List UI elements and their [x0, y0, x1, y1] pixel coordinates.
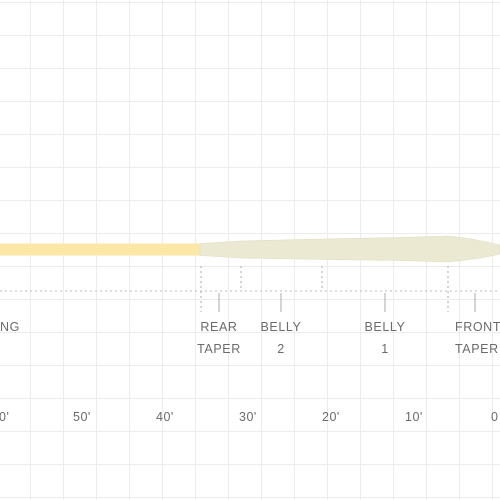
section-label-belly-2-line1: BELLY	[260, 320, 302, 334]
distance-label-20: 20'	[322, 410, 340, 424]
section-label-belly-1-line1: BELLY	[364, 320, 406, 334]
distance-label-10: 10'	[405, 410, 423, 424]
distance-label-0: 0	[491, 410, 499, 424]
section-label-running-line1: NG	[0, 320, 20, 334]
section-label-belly-2: BELLY 2	[251, 316, 311, 360]
line-head	[199, 235, 500, 263]
section-label-belly-1-line2: 1	[381, 342, 389, 356]
distance-label-30: 30'	[239, 410, 257, 424]
section-label-front-taper-line2: TAPER	[455, 342, 499, 356]
section-label-rear-taper-line2: TAPER	[197, 342, 241, 356]
section-label-running: NG	[0, 316, 20, 338]
section-label-rear-taper-line1: REAR	[200, 320, 238, 334]
distance-label-50: 50'	[73, 410, 91, 424]
section-label-rear-taper: REAR TAPER	[189, 316, 249, 360]
section-label-belly-2-line2: 2	[277, 342, 285, 356]
section-label-front-taper-line1: FRONT	[455, 320, 500, 334]
running-line	[0, 243, 202, 256]
section-label-front-taper: FRONT TAPER	[455, 316, 500, 360]
section-label-belly-1: BELLY 1	[355, 316, 415, 360]
distance-label-40: 40'	[156, 410, 174, 424]
distance-label-60: 0'	[0, 410, 10, 424]
